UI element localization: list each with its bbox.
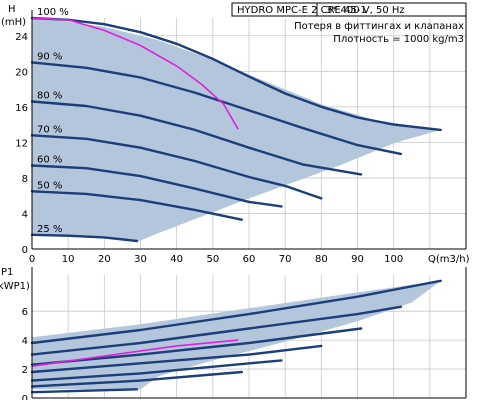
top-curve-3 — [30, 134, 323, 200]
bottom-ytick-3: 6 — [22, 307, 28, 318]
top-curve-6 — [30, 233, 139, 243]
top-xtick-5: 50 — [206, 254, 219, 265]
top-xtick-2: 20 — [98, 254, 111, 265]
top-curve-label-3: 70 % — [37, 124, 62, 135]
top-ytick-0: 0 — [22, 245, 28, 256]
top-xtick-0: 0 — [29, 254, 35, 265]
bottom-curve-3 — [30, 344, 323, 374]
top-curve-0 — [30, 16, 442, 132]
top-ytick-6: 24 — [15, 32, 28, 43]
bottom-ytick-0: 0 — [22, 394, 28, 400]
top-curve-label-0: 100 % — [37, 7, 69, 18]
loss-note: Потеря в фиттингах и клапанах — [294, 21, 464, 32]
bottom-ytick-1: 2 — [22, 365, 28, 376]
top-ytick-3: 12 — [15, 138, 28, 149]
bottom-system-curve — [31, 339, 239, 367]
bottom-curve-2 — [30, 327, 363, 366]
bottom-curve-1 — [30, 305, 403, 356]
bottom-plot — [30, 279, 442, 394]
top-curve-5 — [30, 190, 244, 221]
top-xtick-7: 70 — [279, 254, 292, 265]
bottom-curve-5 — [30, 370, 244, 388]
bottom-ytick-2: 4 — [22, 336, 28, 347]
top-curve-4 — [30, 164, 283, 208]
top-ylabel-symbol: H — [8, 4, 16, 15]
top-system-curve — [31, 17, 239, 130]
top-curve-label-6: 25 % — [37, 224, 62, 235]
density-note: Плотность = 1000 kg/m3 — [333, 34, 464, 45]
top-xtick-6: 60 — [243, 254, 256, 265]
info-box — [231, 2, 467, 17]
top-plot: 100 % 90 % 80 % 70 % 60 % 50 % 25 % — [30, 7, 442, 243]
top-ytick-2: 8 — [22, 174, 28, 185]
supply-label: 3* 400 V, 50 Hz — [326, 5, 405, 16]
top-xtick-10: 100 — [384, 254, 403, 265]
top-curve-label-5: 50 % — [37, 180, 62, 191]
top-xtick-1: 10 — [62, 254, 75, 265]
top-xtick-3: 30 — [134, 254, 147, 265]
top-ytick-5: 20 — [15, 67, 28, 78]
top-operating-area — [32, 18, 441, 242]
top-ytick-4: 16 — [15, 103, 28, 114]
top-xtick-4: 40 — [170, 254, 183, 265]
bottom-curve-6 — [30, 388, 139, 394]
bottom-ylabel-symbol: P1 — [1, 267, 13, 278]
top-xtick-9: 90 — [351, 254, 364, 265]
top-xtick-8: 80 — [315, 254, 328, 265]
bottom-curve-4 — [30, 359, 283, 382]
top-ytick-1: 4 — [22, 209, 28, 220]
top-ylabel-unit: (mH) — [1, 17, 26, 28]
top-xlabel: Q(m3/h) — [428, 254, 470, 265]
top-curve-2 — [30, 100, 363, 176]
bottom-curve-0 — [30, 279, 442, 345]
top-curve-label-2: 80 % — [37, 91, 62, 102]
bottom-ylabel-unit: (kWP1) — [0, 281, 30, 292]
bottom-operating-area — [32, 280, 441, 390]
top-curve-label-4: 60 % — [37, 154, 62, 165]
model-label: HYDRO MPC-E 2 CRE 45-1 — [237, 5, 367, 16]
top-curve-label-1: 90 % — [37, 51, 62, 62]
